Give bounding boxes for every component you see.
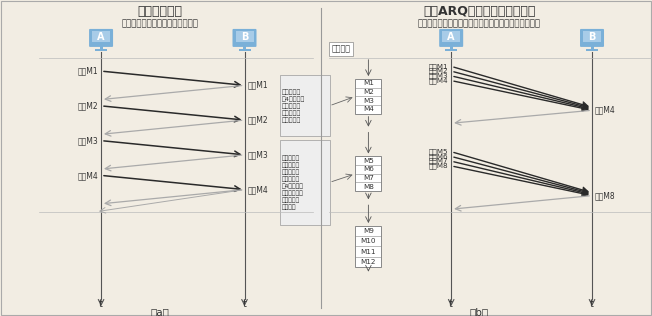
Bar [355, 156, 381, 191]
FancyBboxPatch shape [233, 29, 256, 47]
Bar [95, 49, 107, 51]
Text: M12: M12 [361, 259, 376, 265]
Text: 发送M6: 发送M6 [428, 153, 448, 160]
Bar [355, 226, 381, 267]
Text: 收到确认后
窗口滑动到
此，可以发
送窗口中的
这4个分组，
发送完成后，
停止发送，
等待确认: 收到确认后 窗口滑动到 此，可以发 送窗口中的 这4个分组， 发送完成后， 停止… [282, 155, 304, 210]
Text: M5: M5 [363, 158, 374, 164]
Bar [450, 46, 452, 49]
Text: 确认M8: 确认M8 [595, 191, 615, 200]
Text: 发送窗口: 发送窗口 [331, 45, 350, 53]
Text: t: t [449, 299, 453, 309]
Text: 发送M3: 发送M3 [428, 73, 448, 79]
Text: 发送M5: 发送M5 [428, 149, 448, 155]
Text: 确认M1: 确认M1 [248, 81, 268, 90]
Text: 发送M2: 发送M2 [78, 101, 98, 110]
Text: M9: M9 [363, 228, 374, 234]
Text: 发送窗口中的分组连续发送，发送完后，停止等待确认: 发送窗口中的分组连续发送，发送完后，停止等待确认 [418, 19, 541, 28]
Text: 确认M4: 确认M4 [248, 185, 268, 194]
Text: M2: M2 [363, 89, 374, 95]
Text: 确认M3: 确认M3 [248, 150, 268, 159]
Bar [586, 49, 598, 51]
Bar [239, 49, 250, 51]
Text: M8: M8 [363, 184, 374, 190]
Bar [100, 46, 102, 49]
Text: 发送M8: 发送M8 [428, 163, 448, 169]
Text: 确认M2: 确认M2 [248, 116, 268, 125]
FancyBboxPatch shape [89, 29, 113, 47]
Text: 发送窗口中
有4个分组，
发送完后，
停止发送，
等待确认，: 发送窗口中 有4个分组， 发送完后， 停止发送， 等待确认， [282, 89, 305, 123]
Text: M10: M10 [361, 238, 376, 244]
Bar [445, 49, 457, 51]
Text: 确认M4: 确认M4 [595, 106, 615, 115]
Text: B: B [588, 32, 596, 42]
FancyBboxPatch shape [280, 75, 330, 137]
Text: A: A [97, 32, 105, 42]
Text: 发送M1: 发送M1 [428, 63, 448, 70]
FancyBboxPatch shape [439, 29, 463, 47]
Text: t: t [99, 299, 103, 309]
Text: 发送M7: 发送M7 [428, 158, 448, 164]
Text: （b）: （b） [469, 307, 489, 316]
FancyBboxPatch shape [580, 29, 604, 47]
Text: M1: M1 [363, 80, 374, 86]
Text: M6: M6 [363, 167, 374, 173]
Text: 发送M4: 发送M4 [78, 171, 98, 180]
Text: t: t [243, 299, 246, 309]
Text: t: t [590, 299, 594, 309]
Text: 发送M2: 发送M2 [428, 68, 448, 74]
Bar [442, 31, 460, 42]
Text: 发送M3: 发送M3 [78, 136, 98, 145]
Bar [243, 46, 246, 49]
Bar [92, 31, 110, 42]
Bar [591, 46, 593, 49]
Bar [583, 31, 601, 42]
Text: 连续ARQ协议和滑动窗口协议: 连续ARQ协议和滑动窗口协议 [423, 4, 535, 18]
Text: M4: M4 [363, 106, 374, 112]
Bar [355, 79, 381, 114]
Text: 发送M1: 发送M1 [78, 67, 98, 76]
Text: 发送一个分组就停止发送等待确认: 发送一个分组就停止发送等待确认 [121, 19, 198, 28]
Text: B: B [241, 32, 248, 42]
Text: （a）: （a） [151, 307, 169, 316]
Bar [235, 31, 254, 42]
Text: M11: M11 [361, 249, 376, 255]
Text: M3: M3 [363, 98, 374, 104]
Text: 停止等待协议: 停止等待协议 [137, 4, 183, 18]
FancyBboxPatch shape [280, 140, 330, 225]
Text: 发送M4: 发送M4 [428, 77, 448, 84]
Text: A: A [447, 32, 455, 42]
Text: M7: M7 [363, 175, 374, 181]
